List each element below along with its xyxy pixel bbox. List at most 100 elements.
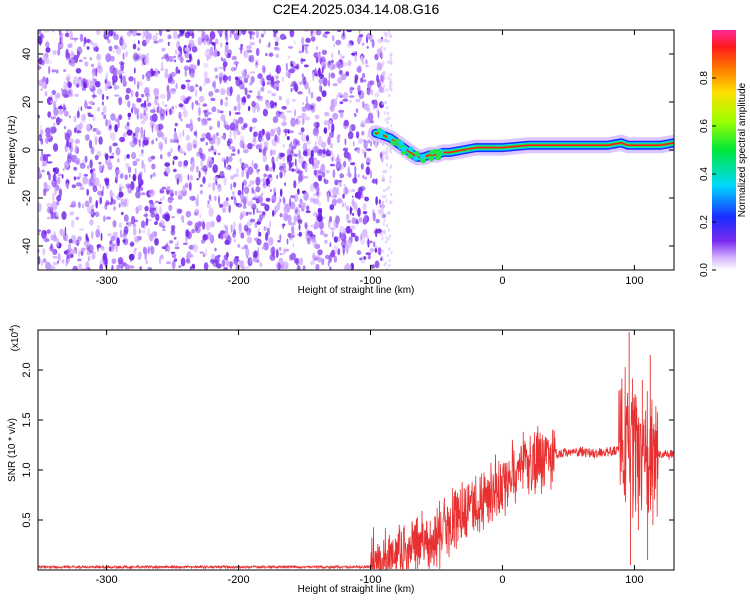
noise-speck bbox=[360, 163, 364, 170]
noise-speck bbox=[74, 93, 79, 97]
noise-speck bbox=[240, 45, 243, 55]
noise-speck bbox=[369, 80, 375, 86]
noise-speck bbox=[77, 77, 84, 82]
noise-speck bbox=[224, 121, 229, 125]
noise-speck bbox=[284, 182, 287, 187]
noise-speck bbox=[104, 257, 109, 266]
noise-speck bbox=[152, 35, 158, 42]
noise-speck bbox=[383, 188, 386, 193]
noise-speck bbox=[229, 30, 232, 39]
noise-speck bbox=[253, 250, 258, 258]
noise-speck bbox=[58, 188, 63, 198]
noise-speck bbox=[131, 107, 134, 114]
noise-speck bbox=[89, 159, 93, 169]
noise-speck bbox=[217, 184, 222, 193]
x-tick-label: -200 bbox=[228, 574, 250, 586]
noise-speck bbox=[74, 138, 80, 144]
noise-speck bbox=[370, 140, 373, 147]
noise-speck bbox=[345, 172, 350, 177]
noise-speck bbox=[255, 186, 261, 193]
noise-speck bbox=[295, 63, 300, 70]
noise-speck bbox=[110, 113, 116, 121]
noise-speck bbox=[324, 239, 328, 244]
noise-speck bbox=[128, 174, 131, 178]
noise-speck bbox=[279, 234, 282, 241]
noise-speck bbox=[390, 192, 393, 197]
noise-speck bbox=[211, 106, 217, 113]
noise-speck bbox=[255, 60, 258, 66]
noise-speck bbox=[388, 263, 391, 268]
noise-speck bbox=[65, 48, 69, 58]
noise-speck bbox=[218, 195, 220, 205]
noise-speck bbox=[261, 65, 266, 73]
noise-speck bbox=[109, 131, 112, 140]
noise-speck bbox=[289, 195, 296, 199]
noise-speck bbox=[233, 229, 236, 236]
noise-speck bbox=[382, 174, 385, 179]
noise-speck bbox=[199, 214, 202, 218]
noise-speck bbox=[297, 91, 303, 95]
noise-speck bbox=[105, 178, 110, 186]
noise-speck bbox=[250, 76, 255, 84]
noise-speck bbox=[267, 81, 270, 85]
noise-speck bbox=[204, 77, 211, 84]
noise-speck bbox=[193, 131, 197, 136]
noise-speck bbox=[330, 249, 336, 258]
noise-speck bbox=[285, 62, 288, 72]
noise-speck bbox=[134, 167, 137, 177]
noise-speck bbox=[342, 55, 345, 59]
noise-speck bbox=[385, 88, 388, 92]
noise-speck bbox=[256, 105, 260, 113]
noise-speck bbox=[154, 238, 159, 246]
track-blob bbox=[420, 158, 427, 164]
noise-speck bbox=[359, 257, 363, 261]
y-tick-label: 0.5 bbox=[21, 512, 33, 527]
noise-speck bbox=[39, 37, 42, 46]
noise-speck bbox=[237, 244, 241, 248]
noise-speck bbox=[150, 174, 153, 179]
noise-speck bbox=[66, 154, 72, 164]
noise-speck bbox=[111, 264, 114, 270]
noise-speck bbox=[123, 214, 129, 222]
noise-speck bbox=[345, 262, 350, 270]
noise-speck bbox=[281, 76, 285, 82]
noise-speck bbox=[275, 110, 281, 117]
noise-speck bbox=[217, 120, 221, 128]
noise-speck bbox=[109, 189, 113, 198]
noise-speck bbox=[355, 98, 361, 103]
noise-speck bbox=[350, 225, 356, 230]
noise-speck bbox=[347, 220, 351, 224]
noise-speck bbox=[323, 121, 327, 125]
noise-speck bbox=[38, 229, 42, 232]
noise-speck bbox=[118, 96, 123, 106]
track-blob bbox=[379, 129, 386, 135]
noise-speck bbox=[374, 92, 380, 98]
noise-speck bbox=[250, 54, 255, 63]
noise-speck bbox=[127, 221, 132, 228]
noise-speck bbox=[232, 191, 235, 196]
noise-speck bbox=[70, 59, 76, 67]
noise-speck bbox=[88, 100, 94, 105]
noise-speck bbox=[133, 77, 136, 85]
noise-speck bbox=[342, 30, 345, 38]
noise-speck bbox=[347, 166, 350, 175]
noise-speck bbox=[193, 211, 199, 216]
noise-speck bbox=[85, 233, 88, 241]
noise-speck bbox=[206, 161, 209, 171]
noise-speck bbox=[40, 260, 43, 267]
noise-speck bbox=[58, 43, 64, 48]
noise-speck bbox=[199, 184, 203, 187]
noise-speck bbox=[330, 153, 335, 162]
noise-speck bbox=[136, 97, 142, 103]
noise-speck bbox=[197, 117, 201, 122]
noise-speck bbox=[178, 148, 184, 154]
noise-speck bbox=[68, 238, 73, 244]
noise-speck bbox=[56, 201, 60, 206]
noise-speck bbox=[249, 126, 253, 133]
noise-speck bbox=[165, 261, 172, 265]
noise-speck bbox=[262, 148, 267, 156]
noise-speck bbox=[302, 117, 305, 125]
noise-speck bbox=[199, 190, 204, 195]
noise-speck bbox=[363, 102, 366, 110]
snr-series bbox=[38, 332, 674, 570]
